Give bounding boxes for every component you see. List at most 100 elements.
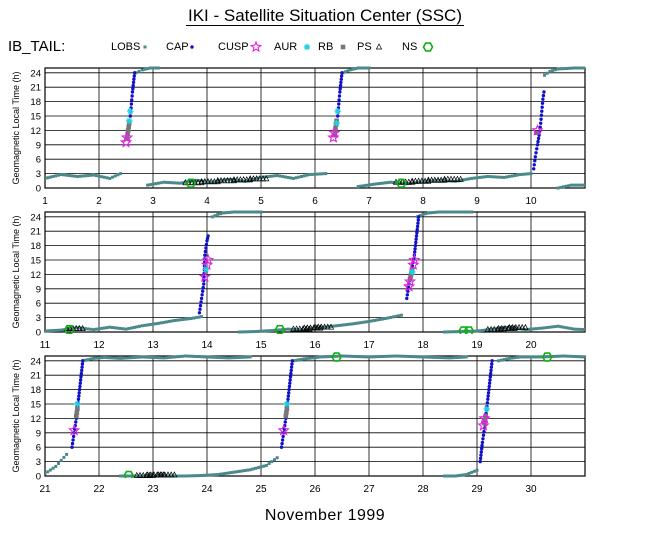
point-cap [197,311,202,315]
point-lobs [529,355,533,359]
point-lobs [300,357,303,361]
point-lobs [321,355,325,359]
x-tick-label: 5 [258,196,264,207]
point-lobs [300,174,303,178]
point-lobs [162,356,166,360]
point-cap [283,420,287,424]
point-lobs [337,323,341,327]
point-ps [146,471,153,478]
point-lobs [281,174,285,178]
point-lobs [119,356,123,360]
series-ns [185,178,407,188]
point-lobs [229,356,233,360]
point-lobs [251,467,255,471]
point-ps [217,177,225,184]
point-cap [535,147,539,151]
point-lobs [202,179,206,183]
point-cap [288,381,292,385]
point-ps [73,324,80,331]
point-lobs [532,327,536,331]
point-lobs [151,66,155,70]
point-cap [413,243,418,248]
point-lobs [443,356,447,360]
point-lobs [248,468,252,472]
y-tick-label: 18 [30,97,41,108]
point-lobs [556,324,560,328]
point-lobs [491,175,495,179]
point-lobs [89,357,93,361]
legend-label: LOBS [111,41,140,53]
point-lobs [283,327,287,331]
point-lobs [84,327,87,331]
point-lobs [570,66,573,70]
point-lobs [197,474,201,478]
point-lobs [351,67,355,71]
legend-marker-cap [190,45,194,49]
point-cap [198,303,203,308]
point-lobs [189,317,193,321]
data-layer [45,66,585,190]
point-cap [415,224,420,229]
point-lobs [567,66,571,70]
point-lobs [189,474,193,478]
point-lobs [435,210,438,214]
point-lobs [45,472,47,476]
point-lobs [559,67,563,71]
point-lobs [502,175,506,179]
point-lobs [148,66,152,70]
x-axis-unit-label: November 1999 [264,507,386,524]
point-lobs [489,327,492,331]
point-lobs [526,355,530,359]
point-lobs [370,355,374,359]
point-lobs [391,354,395,358]
legend-item-ns: NS [402,41,434,53]
point-lobs [159,321,163,325]
point-lobs [521,355,525,359]
legend-item-aur: AUR [274,41,311,53]
point-lobs [561,325,565,329]
point-lobs [351,322,355,326]
series-ns [123,352,553,478]
point-lobs [181,181,185,185]
point-lobs [216,212,220,216]
y-tick-label: 24 [30,356,41,367]
point-cap [405,296,409,301]
point-lobs [502,358,506,362]
point-lobs [505,326,509,330]
point-cap [414,240,418,245]
y-tick-label: 3 [36,313,41,324]
point-lobs [451,210,455,214]
point-cap [482,429,486,434]
point-cap [542,90,546,94]
point-lobs [86,174,90,178]
point-lobs [62,173,66,177]
point-lobs [178,474,182,478]
point-cap [338,90,342,94]
point-cap [286,397,290,401]
point-lobs [456,355,460,359]
point-lobs [453,474,457,478]
point-lobs [321,172,325,176]
point-lobs [294,328,298,332]
gridlines [45,212,585,332]
point-cap [338,83,343,88]
point-lobs [286,175,290,179]
point-lobs [378,318,382,322]
point-lobs [275,174,279,178]
point-lobs [129,326,133,330]
point-cap [201,285,205,290]
x-tick-label: 1 [42,196,48,207]
legend-marker-cusp [249,40,263,53]
point-ps [150,471,158,478]
point-ps [307,324,314,331]
point-cap [130,94,134,98]
point-lobs [567,184,571,188]
point-lobs [235,470,239,474]
point-lobs [327,355,330,359]
x-tick-label: 10 [525,196,537,207]
point-lobs [580,183,584,187]
point-lobs [192,354,195,358]
point-lobs [486,328,490,332]
point-lobs [262,464,266,468]
point-lobs [146,67,150,71]
